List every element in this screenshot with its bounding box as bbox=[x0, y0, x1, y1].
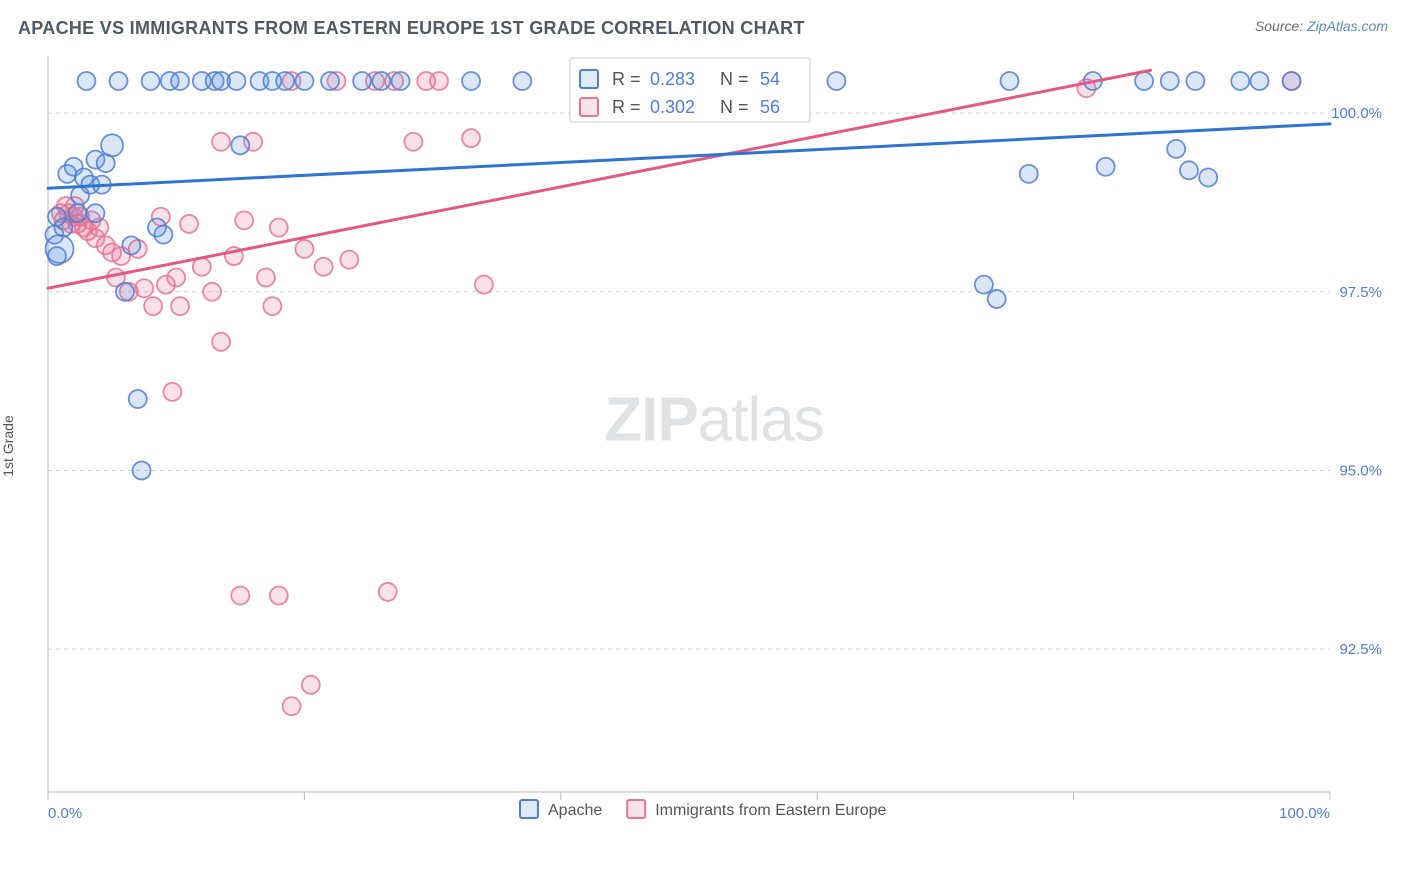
y-tick-label: 97.5% bbox=[1339, 284, 1382, 301]
bottom-legend-swatch-pink bbox=[627, 800, 645, 818]
pink-point bbox=[144, 297, 162, 315]
blue-point bbox=[1186, 72, 1204, 90]
source-label: Source: ZipAtlas.com bbox=[1255, 18, 1388, 34]
blue-point bbox=[276, 72, 294, 90]
blue-point bbox=[1097, 158, 1115, 176]
source-link[interactable]: ZipAtlas.com bbox=[1307, 18, 1388, 34]
chart-title: APACHE VS IMMIGRANTS FROM EASTERN EUROPE… bbox=[18, 18, 805, 39]
x-tick-label: 0.0% bbox=[48, 805, 82, 820]
legend-n-label: N = bbox=[720, 97, 749, 117]
bottom-legend-label: Apache bbox=[548, 802, 602, 819]
blue-point bbox=[1001, 72, 1019, 90]
source-prefix: Source: bbox=[1255, 18, 1307, 34]
pink-point bbox=[212, 133, 230, 151]
blue-point bbox=[77, 72, 95, 90]
legend-r-value: 0.283 bbox=[650, 69, 695, 89]
pink-point bbox=[340, 251, 358, 269]
blue-trend-line bbox=[48, 124, 1330, 188]
blue-point bbox=[1231, 72, 1249, 90]
legend-swatch-blue bbox=[580, 70, 598, 88]
pink-point bbox=[475, 276, 493, 294]
blue-point bbox=[1020, 165, 1038, 183]
scatter-chart: 92.5% 95.0% 97.5% 100.0% 0.0% 100.0% R = 0.283 N… bbox=[40, 50, 1388, 820]
blue-point bbox=[1161, 72, 1179, 90]
bottom-legend-swatch-blue bbox=[520, 800, 538, 818]
pink-point bbox=[315, 258, 333, 276]
pink-point bbox=[270, 586, 288, 604]
blue-point bbox=[988, 290, 1006, 308]
blue-point bbox=[86, 204, 104, 222]
pink-point bbox=[171, 297, 189, 315]
legend-n-value: 56 bbox=[760, 97, 780, 117]
pink-point bbox=[302, 676, 320, 694]
blue-point bbox=[1199, 168, 1217, 186]
legend-n-label: N = bbox=[720, 69, 749, 89]
pink-point bbox=[180, 215, 198, 233]
blue-point bbox=[1250, 72, 1268, 90]
y-tick-label: 95.0% bbox=[1339, 462, 1382, 479]
pink-point bbox=[167, 269, 185, 287]
pink-point bbox=[231, 586, 249, 604]
blue-point bbox=[101, 134, 123, 156]
blue-point bbox=[1180, 161, 1198, 179]
legend-r-label: R = bbox=[612, 97, 641, 117]
pink-point bbox=[295, 240, 313, 258]
pink-point bbox=[263, 297, 281, 315]
blue-point bbox=[122, 236, 140, 254]
blue-point bbox=[171, 72, 189, 90]
blue-point bbox=[1167, 140, 1185, 158]
x-tick-label: 100.0% bbox=[1279, 805, 1330, 820]
blue-point bbox=[231, 136, 249, 154]
legend-n-value: 54 bbox=[760, 69, 780, 89]
blue-point bbox=[54, 218, 72, 236]
blue-point bbox=[353, 72, 371, 90]
pink-point bbox=[404, 133, 422, 151]
blue-point bbox=[1135, 72, 1153, 90]
plot-area: 92.5% 95.0% 97.5% 100.0% 0.0% 100.0% R = 0.283 N… bbox=[40, 50, 1388, 820]
blue-point bbox=[372, 72, 390, 90]
pink-point bbox=[212, 333, 230, 351]
legend-swatch-pink bbox=[580, 98, 598, 116]
pink-point bbox=[203, 283, 221, 301]
y-axis-label: 1st Grade bbox=[0, 415, 16, 476]
pink-point bbox=[283, 697, 301, 715]
blue-point bbox=[68, 204, 86, 222]
blue-point bbox=[392, 72, 410, 90]
blue-point bbox=[321, 72, 339, 90]
blue-point bbox=[827, 72, 845, 90]
blue-point bbox=[46, 235, 74, 263]
blue-point bbox=[513, 72, 531, 90]
blue-point bbox=[1283, 72, 1301, 90]
y-tick-label: 92.5% bbox=[1339, 641, 1382, 658]
bottom-legend-label: Immigrants from Eastern Europe bbox=[655, 802, 886, 819]
blue-point bbox=[110, 72, 128, 90]
pink-point bbox=[135, 279, 153, 297]
blue-point bbox=[295, 72, 313, 90]
legend-r-label: R = bbox=[612, 69, 641, 89]
pink-point bbox=[257, 269, 275, 287]
blue-point bbox=[133, 461, 151, 479]
pink-point bbox=[462, 129, 480, 147]
page-header: APACHE VS IMMIGRANTS FROM EASTERN EUROPE… bbox=[18, 18, 1388, 39]
blue-point bbox=[116, 283, 134, 301]
blue-point bbox=[975, 276, 993, 294]
blue-point bbox=[227, 72, 245, 90]
pink-point bbox=[235, 211, 253, 229]
pink-point bbox=[270, 218, 288, 236]
pink-point bbox=[430, 72, 448, 90]
legend-r-value: 0.302 bbox=[650, 97, 695, 117]
blue-point bbox=[462, 72, 480, 90]
blue-point bbox=[154, 226, 172, 244]
pink-point bbox=[163, 383, 181, 401]
blue-point bbox=[129, 390, 147, 408]
pink-point bbox=[379, 583, 397, 601]
y-tick-label: 100.0% bbox=[1331, 105, 1382, 122]
blue-point bbox=[142, 72, 160, 90]
